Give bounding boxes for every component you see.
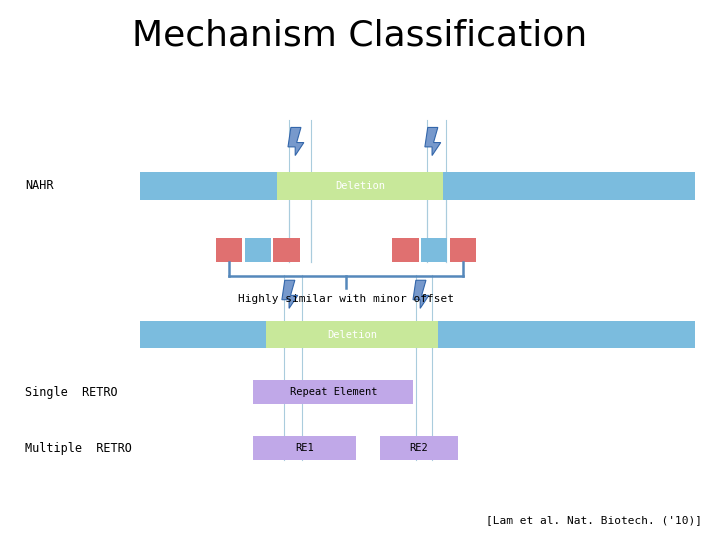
- Text: Repeat Element: Repeat Element: [289, 387, 377, 397]
- Bar: [140, 172, 695, 200]
- Text: [Lam et al. Nat. Biotech. ('10)]: [Lam et al. Nat. Biotech. ('10)]: [486, 515, 702, 525]
- Text: Multiple  RETRO: Multiple RETRO: [25, 442, 132, 455]
- Bar: [274, 238, 300, 262]
- Bar: [245, 238, 271, 262]
- Text: Highly similar with minor offset: Highly similar with minor offset: [238, 294, 454, 305]
- Bar: [380, 436, 458, 460]
- Bar: [266, 321, 438, 348]
- Text: Deletion: Deletion: [335, 181, 385, 191]
- Text: RE1: RE1: [295, 443, 314, 453]
- Bar: [253, 380, 413, 404]
- Bar: [450, 238, 476, 262]
- Bar: [277, 172, 443, 200]
- Bar: [140, 321, 695, 348]
- Bar: [253, 436, 356, 460]
- Bar: [216, 238, 242, 262]
- Text: Deletion: Deletion: [327, 330, 377, 340]
- Polygon shape: [413, 280, 429, 308]
- Text: RE2: RE2: [410, 443, 428, 453]
- Polygon shape: [425, 127, 441, 156]
- Polygon shape: [282, 280, 298, 308]
- Text: NAHR: NAHR: [25, 179, 54, 192]
- Polygon shape: [288, 127, 304, 156]
- Text: Mechanism Classification: Mechanism Classification: [132, 19, 588, 53]
- Bar: [421, 238, 447, 262]
- Text: Single  RETRO: Single RETRO: [25, 386, 118, 399]
- Bar: [392, 238, 418, 262]
